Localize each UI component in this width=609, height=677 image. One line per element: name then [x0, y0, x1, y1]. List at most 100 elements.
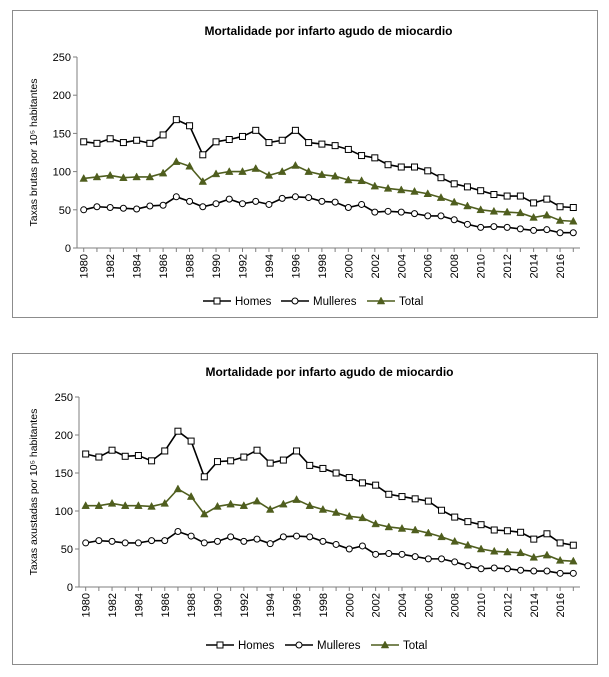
point-mulleres	[556, 569, 564, 577]
point-mulleres	[398, 550, 406, 558]
point-total	[304, 167, 313, 175]
chart-taxas-axustadas: Mortalidade por infarto agudo de miocard…	[28, 365, 580, 652]
legend-marker-total	[380, 640, 390, 649]
point-mulleres	[82, 539, 90, 547]
point-total	[79, 173, 88, 182]
point-total	[264, 170, 274, 179]
point-mulleres	[332, 540, 340, 548]
point-homes	[161, 447, 169, 455]
legend-item-homes: Homes	[203, 296, 272, 308]
series-line-homes	[85, 430, 574, 546]
point-homes	[477, 521, 485, 529]
point-mulleres	[305, 194, 313, 202]
point-mulleres	[358, 542, 366, 550]
point-mulleres	[93, 203, 101, 211]
point-homes	[108, 446, 116, 454]
x-tick-label: 1980	[79, 254, 91, 278]
point-total	[226, 499, 235, 508]
legend-marker-total	[376, 296, 386, 305]
point-mulleres	[451, 558, 459, 566]
point-mulleres	[148, 537, 156, 545]
point-homes	[411, 495, 419, 503]
point-total	[158, 168, 168, 177]
legend-label-homes: Homes	[238, 640, 275, 652]
point-homes	[240, 453, 248, 461]
chart-panel-bruta: Mortalidade por infarto agudo de miocard…	[12, 10, 598, 318]
series-line-homes	[83, 118, 574, 209]
point-total	[147, 501, 156, 510]
legend-item-total: Total	[367, 296, 423, 308]
y-tick-label: 50	[61, 544, 73, 556]
point-mulleres	[397, 208, 405, 216]
chart-title: Mortalidade por infarto agudo de miocard…	[205, 365, 453, 379]
point-homes	[530, 199, 538, 207]
point-mulleres	[186, 197, 194, 205]
point-homes	[227, 457, 235, 465]
point-homes	[172, 116, 180, 124]
point-total	[185, 161, 194, 170]
point-total	[291, 160, 300, 169]
y-tick-label: 200	[53, 90, 71, 102]
point-mulleres	[240, 537, 248, 545]
point-mulleres	[464, 562, 472, 570]
point-total	[502, 207, 512, 216]
point-mulleres	[517, 566, 525, 574]
point-mulleres	[569, 569, 577, 577]
point-mulleres	[265, 200, 273, 208]
point-homes	[424, 167, 432, 175]
point-total	[344, 175, 353, 184]
point-total	[331, 507, 341, 516]
point-total	[476, 544, 486, 553]
point-homes	[200, 473, 208, 481]
point-total	[145, 172, 155, 181]
legend-marker-homes	[213, 297, 221, 305]
point-mulleres	[266, 540, 274, 548]
point-homes	[397, 163, 405, 171]
x-tick-label: 1998	[318, 593, 330, 617]
point-mulleres	[95, 537, 103, 545]
point-mulleres	[253, 535, 261, 543]
point-total	[424, 528, 433, 537]
point-total	[463, 201, 472, 210]
series-line-total	[85, 487, 574, 562]
point-homes	[265, 139, 273, 147]
point-homes	[146, 139, 154, 147]
point-homes	[331, 142, 339, 150]
point-total	[105, 170, 115, 179]
point-mulleres	[227, 533, 235, 541]
point-mulleres	[358, 200, 366, 208]
point-homes	[278, 136, 286, 144]
point-mulleres	[146, 202, 154, 210]
x-tick-label: 2006	[423, 593, 435, 617]
point-mulleres	[372, 550, 380, 558]
legend: Homes Mulleres Total	[206, 640, 427, 652]
point-mulleres	[134, 539, 142, 547]
point-mulleres	[490, 564, 498, 572]
point-homes	[332, 469, 340, 477]
x-tick-label: 1988	[186, 593, 198, 617]
x-tick-label: 1982	[107, 593, 119, 617]
point-homes	[213, 458, 221, 466]
point-homes	[477, 187, 485, 195]
point-total	[450, 536, 459, 545]
x-tick-label: 1980	[81, 593, 93, 617]
point-homes	[148, 457, 156, 465]
legend-item-homes: Homes	[206, 640, 275, 652]
point-mulleres	[252, 197, 260, 205]
point-mulleres	[161, 537, 169, 545]
point-homes	[187, 437, 195, 445]
point-total	[542, 550, 552, 559]
point-total	[173, 484, 183, 493]
point-total	[172, 157, 181, 165]
point-homes	[424, 497, 432, 505]
point-homes	[279, 456, 287, 464]
point-homes	[119, 139, 127, 147]
point-mulleres	[450, 216, 458, 224]
point-homes	[293, 447, 301, 455]
y-tick-label: 100	[53, 167, 71, 179]
point-mulleres	[108, 537, 116, 545]
point-mulleres	[503, 223, 511, 231]
x-tick-label: 2014	[529, 593, 541, 617]
point-mulleres	[516, 225, 524, 233]
point-homes	[186, 122, 194, 130]
